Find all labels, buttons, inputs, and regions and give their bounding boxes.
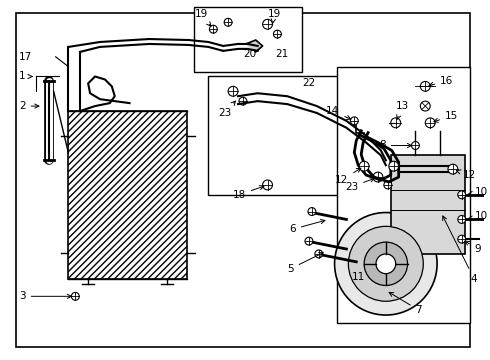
Text: 10: 10 — [468, 187, 488, 197]
Text: 22: 22 — [302, 78, 315, 89]
Text: 2: 2 — [19, 101, 39, 111]
Circle shape — [458, 235, 466, 243]
Circle shape — [420, 101, 430, 111]
Circle shape — [391, 118, 401, 128]
Bar — [391, 156, 465, 254]
Text: 12: 12 — [457, 170, 476, 180]
Circle shape — [273, 30, 281, 38]
Text: 13: 13 — [396, 101, 409, 119]
Text: 19: 19 — [268, 9, 281, 23]
Text: 23: 23 — [218, 101, 235, 118]
Text: 10: 10 — [468, 211, 488, 221]
Text: 21: 21 — [275, 49, 289, 59]
Circle shape — [263, 19, 272, 29]
Circle shape — [458, 191, 466, 199]
Text: 17: 17 — [19, 52, 32, 62]
Circle shape — [305, 237, 313, 245]
Bar — [194, 8, 302, 72]
Bar — [208, 76, 396, 195]
Text: 19: 19 — [195, 9, 211, 26]
Text: 20: 20 — [243, 49, 256, 59]
Text: 6: 6 — [289, 220, 325, 234]
Circle shape — [425, 118, 435, 128]
Circle shape — [263, 180, 272, 190]
Circle shape — [389, 161, 399, 171]
Text: 18: 18 — [233, 186, 264, 200]
Circle shape — [348, 226, 423, 301]
Text: 7: 7 — [389, 292, 422, 315]
Circle shape — [420, 81, 430, 91]
Text: 15: 15 — [434, 111, 458, 122]
Circle shape — [458, 216, 466, 223]
Text: 1: 1 — [19, 72, 32, 81]
Text: 5: 5 — [287, 253, 323, 274]
Circle shape — [376, 254, 396, 274]
Text: 11: 11 — [351, 271, 365, 282]
Bar — [337, 67, 469, 323]
Circle shape — [448, 164, 458, 174]
Circle shape — [350, 117, 358, 125]
Circle shape — [308, 208, 316, 216]
Text: 3: 3 — [19, 291, 72, 301]
Text: 23: 23 — [345, 178, 374, 192]
Text: 9: 9 — [465, 241, 481, 254]
Text: 16: 16 — [429, 76, 453, 87]
Circle shape — [72, 292, 79, 300]
Text: 8: 8 — [379, 140, 412, 150]
Circle shape — [364, 242, 408, 285]
Circle shape — [373, 172, 383, 182]
Circle shape — [412, 141, 419, 149]
Text: 14: 14 — [326, 106, 351, 120]
Polygon shape — [246, 40, 263, 52]
Circle shape — [228, 86, 238, 96]
Circle shape — [224, 18, 232, 26]
Circle shape — [315, 250, 323, 258]
Circle shape — [359, 161, 369, 171]
Circle shape — [335, 212, 437, 315]
Text: 12: 12 — [335, 168, 361, 185]
Bar — [69, 111, 187, 279]
Circle shape — [384, 181, 392, 189]
Circle shape — [209, 25, 217, 33]
Circle shape — [239, 97, 247, 105]
Text: 4: 4 — [443, 216, 477, 284]
